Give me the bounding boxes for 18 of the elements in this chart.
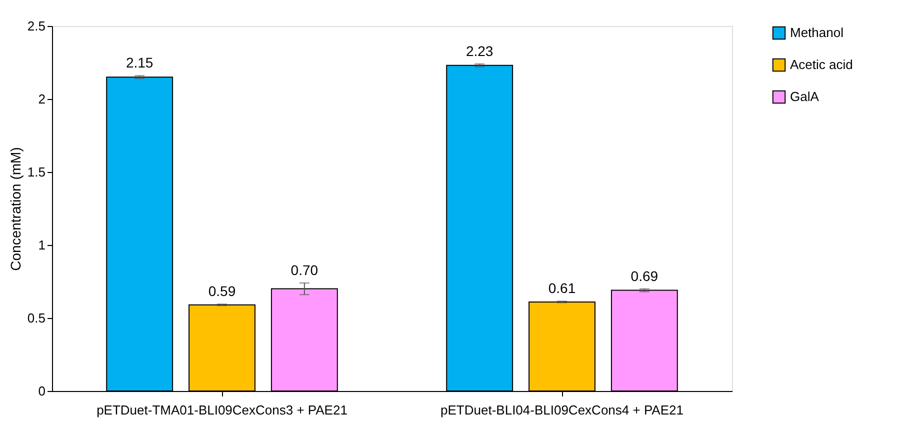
y-tick-label: 2	[38, 92, 46, 106]
data-label: 2.23	[466, 42, 494, 59]
data-label: 0.69	[630, 268, 658, 284]
legend-label: Acetic acid	[790, 57, 853, 72]
data-label: 2.15	[126, 54, 154, 71]
legend-label: GalA	[790, 89, 820, 104]
x-tick-label: pETDuet-BLI04-BLI09CexCons4 + PAE21	[440, 402, 684, 418]
y-tick-label: 2.5	[27, 18, 46, 34]
y-tick-label: 1	[38, 238, 46, 252]
data-label: 0.59	[208, 283, 236, 300]
y-axis-title: Concentration (mM)	[7, 147, 24, 271]
legend-label: Methanol	[790, 25, 844, 40]
y-tick-label: 0.5	[27, 310, 46, 326]
data-label: 0.70	[290, 262, 318, 278]
y-tick-label: 0	[38, 384, 46, 398]
x-tick-label: pETDuet-TMA01-BLI09CexCons3 + PAE21	[96, 402, 348, 418]
data-label: 0.61	[548, 280, 576, 296]
y-tick-label: 1.5	[27, 164, 46, 180]
